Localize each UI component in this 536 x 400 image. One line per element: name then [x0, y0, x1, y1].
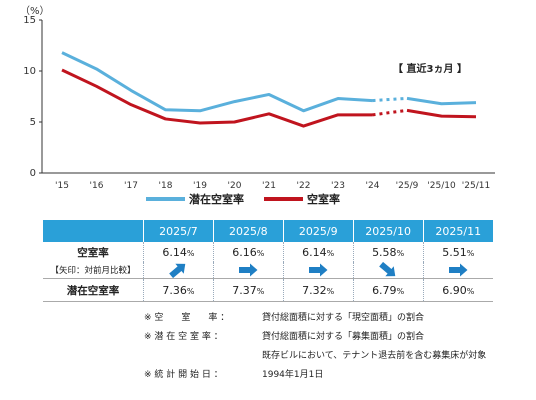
table-month-header: 2025/10 [352, 220, 424, 242]
x-tick-label: '20 [228, 181, 242, 191]
arrow-up-icon [169, 263, 186, 278]
vacancy-series-recent-line [406, 108, 477, 119]
footnote-vacancy: ※ 空 室 率 ： 貸付総面積に対する「現空面積」の割合 [144, 309, 486, 328]
arrow-right-icon [449, 263, 468, 277]
footnote-latent: ※ 潜 在 空 室 率 ： 貸付総面積に対する「募集面積」の割合 [144, 328, 486, 347]
table-month-header: 2025/7 [143, 220, 214, 242]
latent-value: 7.32% [282, 278, 354, 302]
vacancy-value: 6.16% [212, 242, 284, 262]
x-tick-label: '25/10 [427, 181, 456, 191]
vacancy-value: 5.58% [352, 242, 424, 262]
x-tick-label: '15 [55, 181, 69, 191]
table-month-header: 2025/8 [212, 220, 284, 242]
arrow-row-label: 【矢印：対前月比較】 [50, 266, 136, 276]
vacancy-value: 5.51% [422, 242, 493, 262]
arrow-down-icon [379, 262, 396, 277]
y-tick-label: 0 [30, 168, 36, 179]
recent-3-months-annotation: 【 直近3ヵ月 】 [393, 62, 467, 75]
arrow-right-icon [239, 263, 258, 277]
x-tick-label: '25/9 [396, 181, 419, 191]
footnote-key: ※ 空 室 率 ： [144, 313, 230, 323]
trend-arrow-cell [143, 262, 214, 279]
table-month-header: 2025/11 [422, 220, 493, 242]
footnote-start-date: ※ 統 計 開 始 日 ： 1994年1月1日 [144, 366, 486, 385]
vacancy-row-label: 空室率 [77, 246, 109, 259]
trend-arrow-cell [352, 262, 424, 279]
footnote-key: ※ 潜 在 空 室 率 ： [144, 332, 223, 342]
x-tick-label: '19 [193, 181, 207, 191]
footnote-text: 貸付総面積に対する「募集面積」の割合 [262, 332, 425, 342]
x-tick-label: '23 [331, 181, 345, 191]
legend: 潜在空室率 空室率 [146, 192, 340, 206]
vacancy-series-line [61, 68, 373, 128]
arrow-shape [169, 263, 186, 278]
latent-series-gap-line [372, 96, 408, 103]
y-unit-label: （%） [20, 5, 50, 17]
footnote-text: 既存ビルにおいて、テナント退去前を含む募集床が対象 [262, 351, 487, 361]
legend-label-latent: 潜在空室率 [189, 192, 244, 206]
latent-row-label: 潜在空室率 [43, 278, 144, 302]
footnote-key: ※ 統 計 開 始 日 ： [144, 370, 223, 380]
x-tick-label: '21 [262, 181, 276, 191]
summary-table: 2025/7 2025/8 2025/9 2025/10 2025/11 空室率… [43, 220, 493, 302]
footnotes: ※ 空 室 率 ： 貸付総面積に対する「現空面積」の割合 ※ 潜 在 空 室 率… [144, 309, 486, 385]
table-corner [43, 220, 144, 242]
vacancy-line-chart: （%） 0 5 10 15 '15 '16 '17 '18 '19 '20 '21 '22 '23 '2… [20, 5, 495, 206]
vacancy-value: 6.14% [143, 242, 214, 262]
y-tick-label: 10 [23, 66, 36, 77]
legend-label-vacancy: 空室率 [307, 192, 340, 206]
arrow-shape [239, 263, 258, 277]
x-tick-label: '25/11 [462, 181, 490, 191]
latent-value: 7.36% [143, 278, 214, 302]
latent-series-recent-line [406, 96, 477, 106]
arrow-shape [449, 263, 468, 277]
y-tick-label: 15 [23, 15, 36, 26]
x-tick-label: '17 [124, 181, 138, 191]
latent-value: 6.90% [422, 278, 493, 302]
x-tick-label: '18 [159, 181, 173, 191]
x-tick-label: '16 [90, 181, 104, 191]
latent-value: 7.37% [212, 278, 284, 302]
footnote-latent-detail: 既存ビルにおいて、テナント退去前を含む募集床が対象 [144, 347, 486, 366]
x-tick-label: '22 [297, 181, 311, 191]
table-month-header: 2025/9 [282, 220, 354, 242]
arrow-right-icon [309, 263, 328, 277]
trend-arrow-cell [212, 262, 284, 279]
y-tick-label: 5 [30, 117, 36, 128]
vacancy-value: 6.14% [282, 242, 354, 262]
footnote-text: 1994年1月1日 [262, 370, 324, 380]
trend-arrow-cell [422, 262, 493, 279]
arrow-shape [309, 263, 328, 277]
vacancy-series-gap-line [372, 108, 408, 117]
footnote-key [144, 347, 262, 366]
latent-value: 6.79% [352, 278, 424, 302]
trend-arrow-cell [282, 262, 354, 279]
x-tick-label: '24 [366, 181, 380, 191]
latent-series-line [61, 51, 373, 113]
arrow-shape [379, 262, 396, 277]
footnote-text: 貸付総面積に対する「現空面積」の割合 [262, 313, 425, 323]
